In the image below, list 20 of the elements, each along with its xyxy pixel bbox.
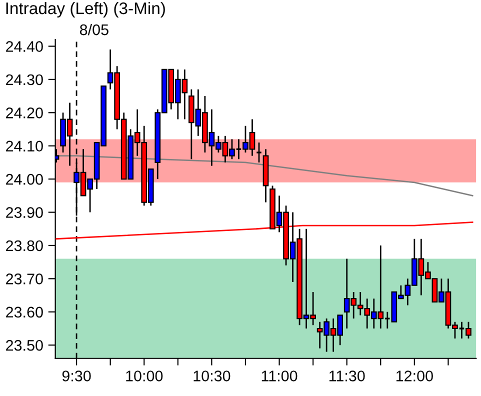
line-series (56, 155, 474, 196)
y-tick-label: 23.50 (6, 340, 43, 351)
y-tick-label: 24.40 (6, 41, 43, 52)
y-tick-label: 24.20 (6, 108, 43, 118)
y-tick-label: 24.00 (6, 174, 43, 185)
candlestick (256, 142, 262, 164)
x-tick-label: 10:30 (194, 370, 230, 382)
x-tick-label: 11:00 (262, 370, 298, 382)
annotation: 8/05 (80, 24, 108, 36)
y-tick-label: 23.70 (6, 274, 43, 284)
y-tick-label: 23.80 (6, 240, 43, 252)
y-tick-label: 24.10 (6, 140, 43, 152)
chart-title: Intraday (Left) (3-Min) (6, 2, 165, 18)
x-tick-label: 12:00 (396, 370, 433, 382)
y-tick-label: 24.30 (6, 74, 43, 86)
x-tick-label: 10:00 (126, 370, 163, 382)
y-tick-label: 23.90 (6, 207, 43, 218)
x-tick-label: 9:30 (62, 370, 91, 382)
y-tick-label: 23.60 (6, 306, 43, 318)
x-tick-label: 11:30 (329, 370, 365, 382)
